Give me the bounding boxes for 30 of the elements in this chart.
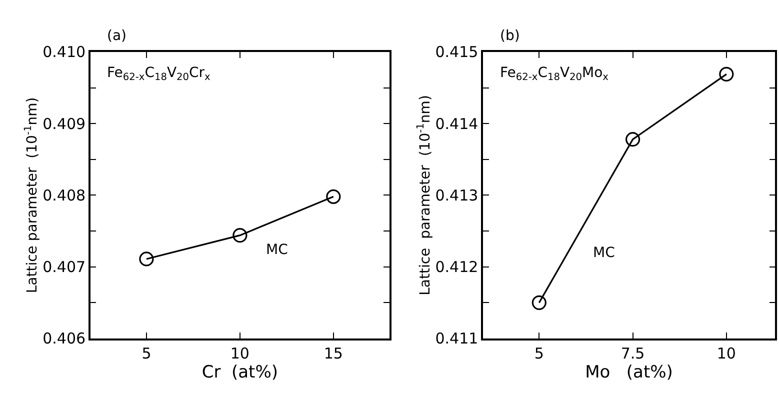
chart-title: (a) xyxy=(107,28,127,44)
y-tick-label: 0.415 xyxy=(435,43,478,62)
y-tick-label: 0.413 xyxy=(435,186,478,204)
annotation: MC xyxy=(266,242,288,258)
annotation: Fe$_{62-x}$C$_{18}$V$_{20}$Mo$_{x}$ xyxy=(500,65,609,83)
point xyxy=(532,295,546,310)
x-tick-label: 5 xyxy=(142,344,152,362)
x-tick-label: 5 xyxy=(534,344,544,362)
y-tick-label: 0.408 xyxy=(42,186,86,204)
y-tick-label: 0.414 xyxy=(435,114,478,133)
point xyxy=(232,228,248,243)
point xyxy=(719,66,734,82)
x-tick-label: 7.5 xyxy=(620,344,645,362)
annotation: MC xyxy=(593,245,616,261)
y-tick-label: 0.410 xyxy=(42,43,86,62)
y-tick-label: 0.409 xyxy=(42,114,86,133)
y-tick-label: 0.412 xyxy=(435,258,478,276)
point xyxy=(326,189,341,204)
annotation: Fe$_{62-x}$C$_{18}$V$_{20}$Cr$_{x}$ xyxy=(107,65,211,83)
x-axis-title: Mo (at%) xyxy=(585,362,673,382)
x-tick-label: 10 xyxy=(716,344,736,362)
chart-title: (b) xyxy=(500,28,520,44)
y-tick-label: 0.406 xyxy=(42,330,86,348)
x-axis-title: Cr (at%) xyxy=(202,362,278,382)
point xyxy=(625,132,640,147)
point xyxy=(139,252,154,266)
y-tick-label: 0.407 xyxy=(42,258,86,276)
x-tick-label: 15 xyxy=(324,344,343,362)
y-tick-label: 0.411 xyxy=(435,330,478,348)
x-tick-label: 10 xyxy=(230,344,250,362)
